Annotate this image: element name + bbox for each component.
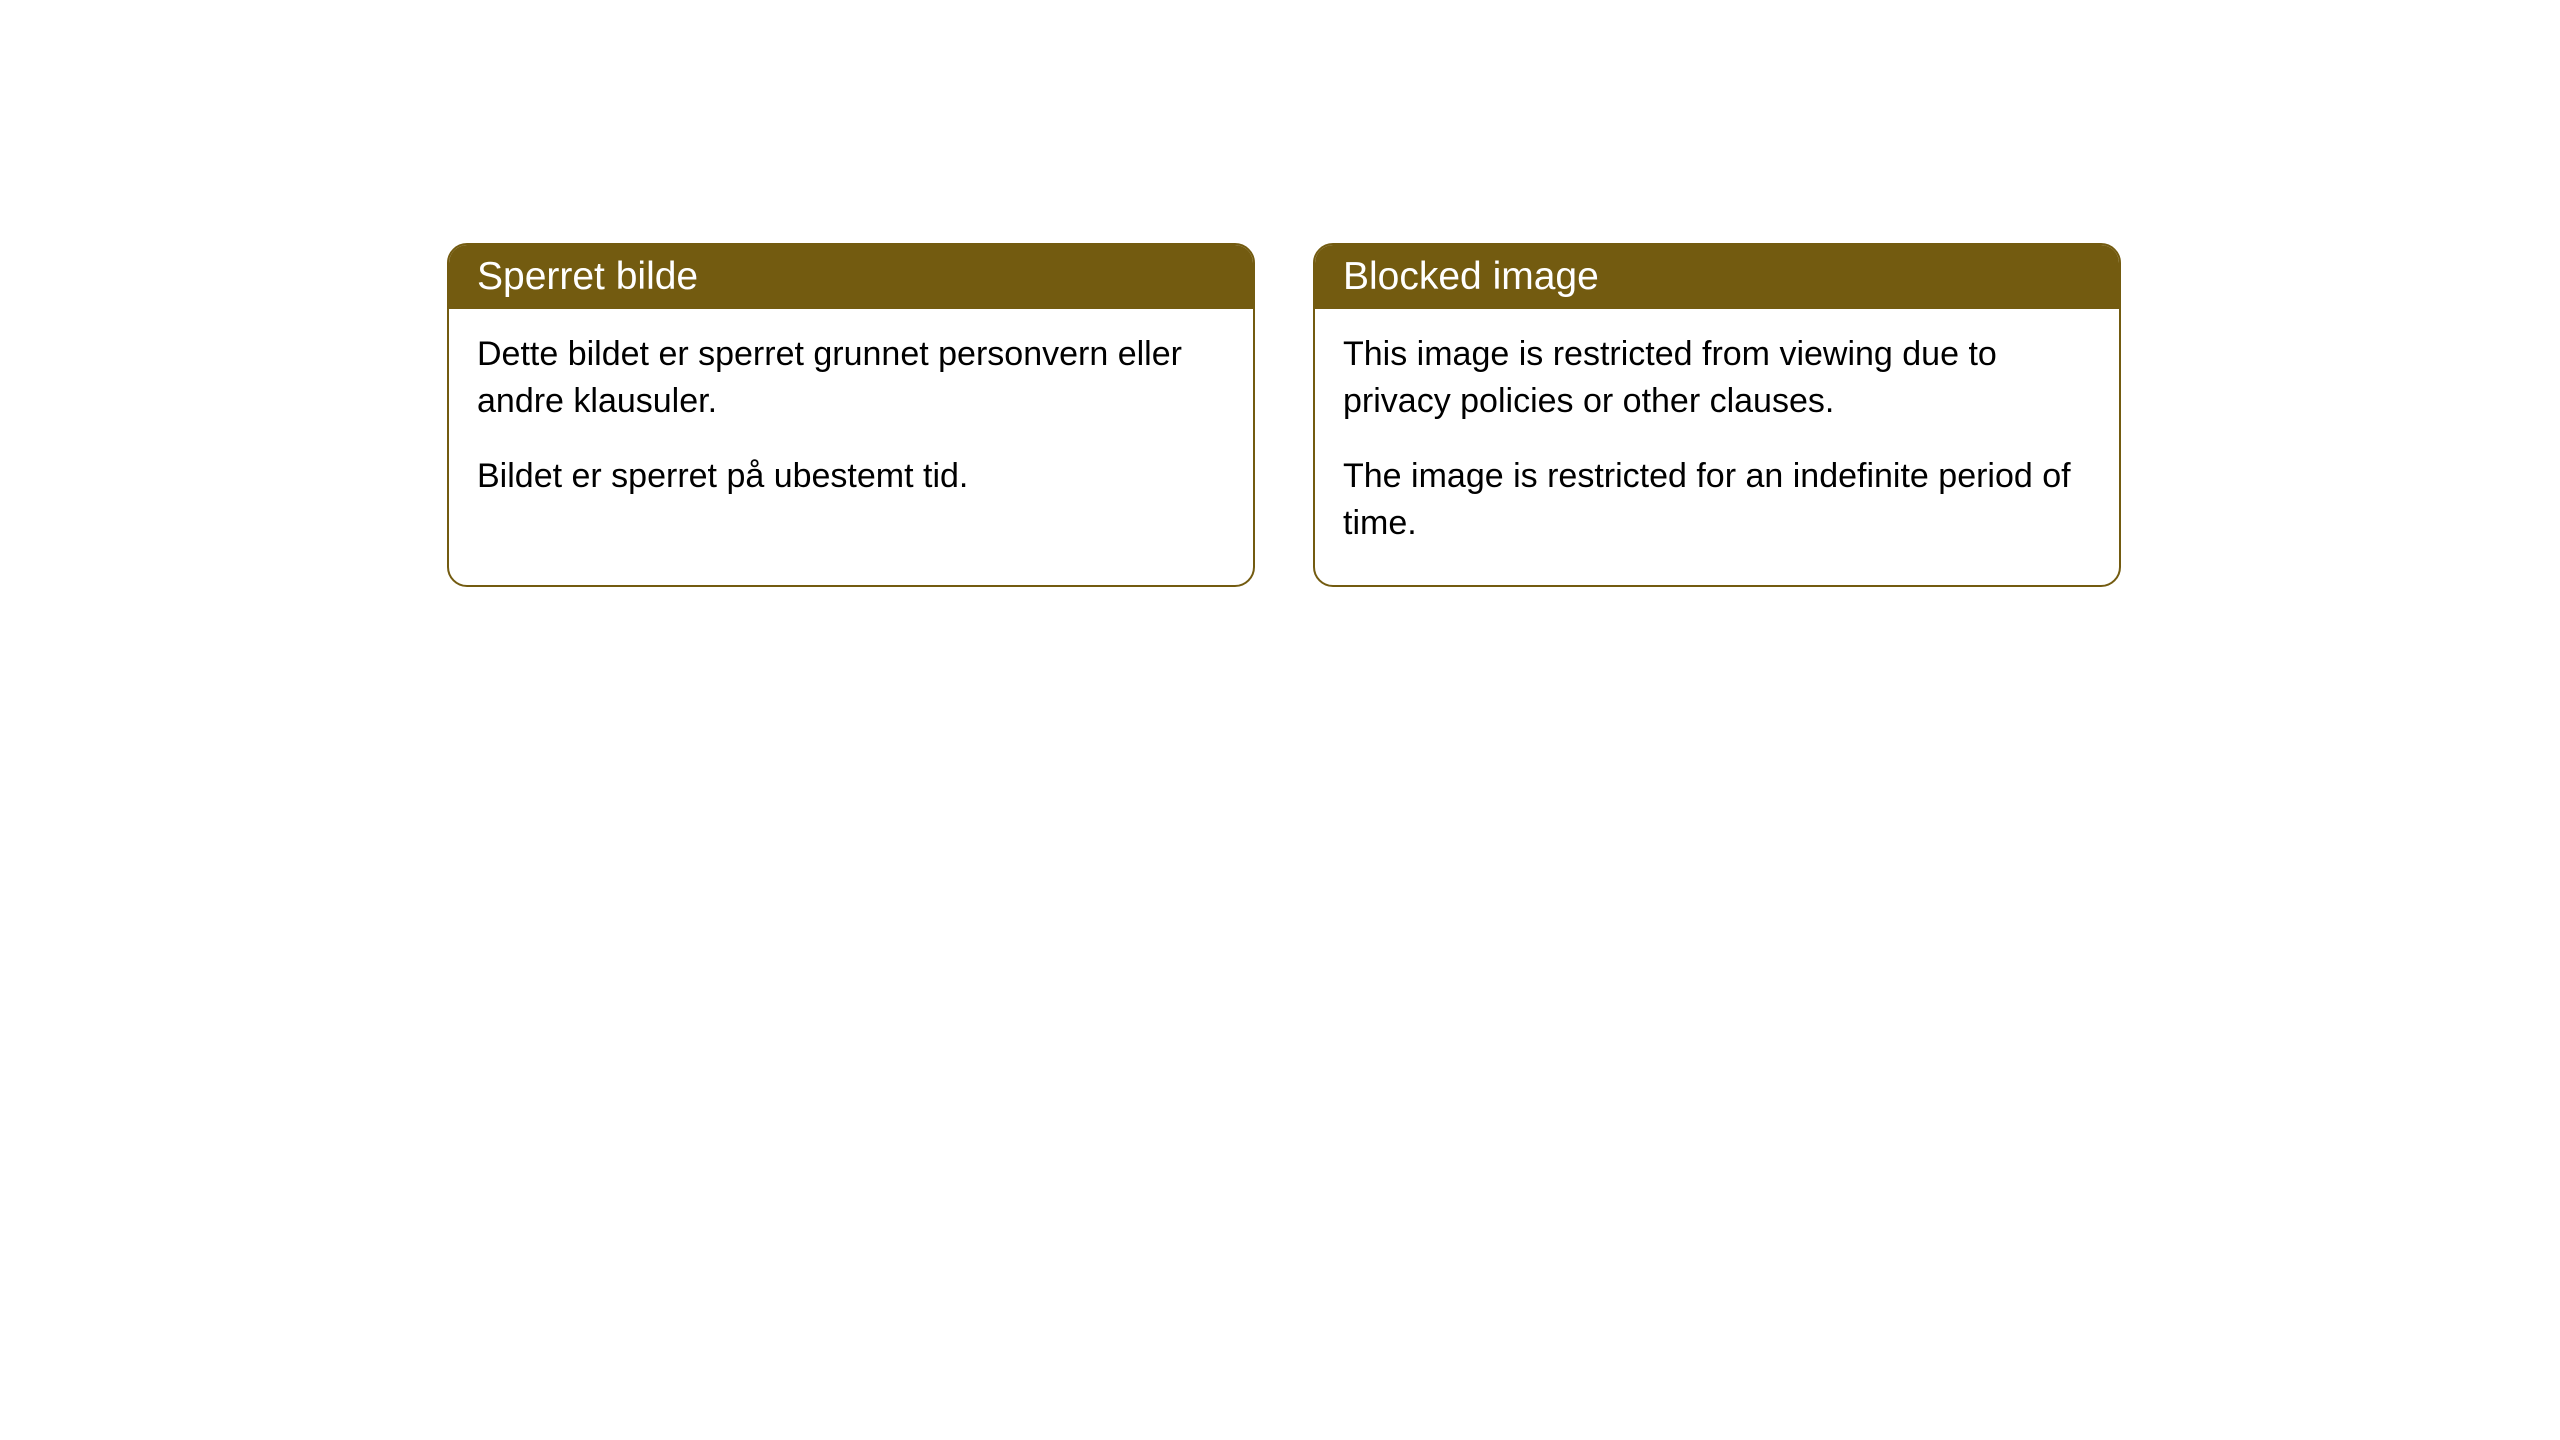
card-paragraph-2: Bildet er sperret på ubestemt tid. [477,453,1225,500]
card-body-english: This image is restricted from viewing du… [1315,309,2119,585]
card-paragraph-1: Dette bildet er sperret grunnet personve… [477,331,1225,425]
card-header-norwegian: Sperret bilde [449,245,1253,309]
card-paragraph-2: The image is restricted for an indefinit… [1343,453,2091,547]
notice-card-english: Blocked image This image is restricted f… [1313,243,2121,587]
notice-cards-container: Sperret bilde Dette bildet er sperret gr… [447,243,2121,587]
card-paragraph-1: This image is restricted from viewing du… [1343,331,2091,425]
card-header-english: Blocked image [1315,245,2119,309]
card-body-norwegian: Dette bildet er sperret grunnet personve… [449,309,1253,538]
notice-card-norwegian: Sperret bilde Dette bildet er sperret gr… [447,243,1255,587]
